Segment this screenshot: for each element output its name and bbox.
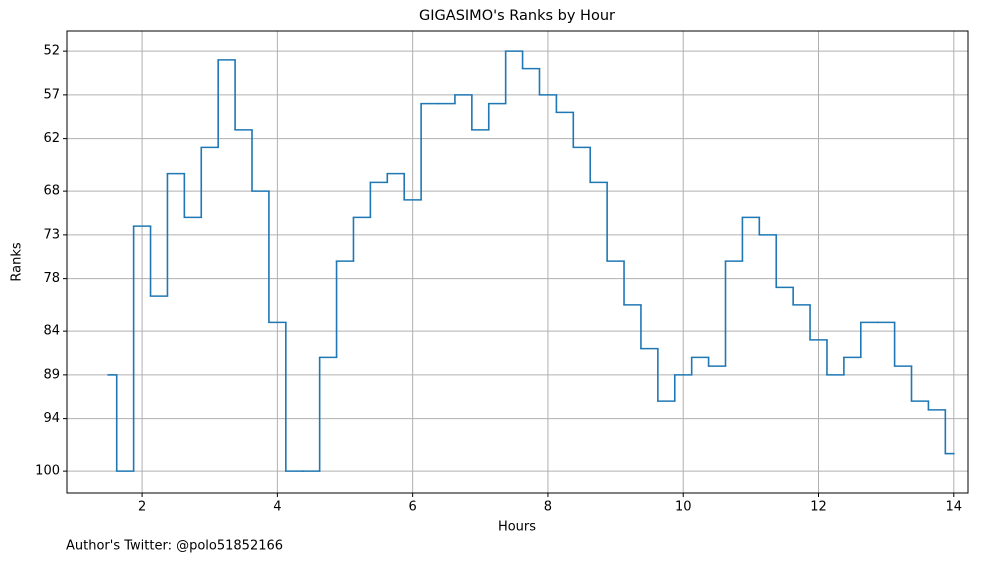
y-tick-label: 94	[43, 411, 60, 426]
x-tick-label: 4	[273, 500, 281, 515]
y-tick-label: 100	[35, 464, 60, 479]
footnote: Author's Twitter: @polo51852166	[66, 539, 283, 554]
plot	[107, 50, 955, 472]
x-tick-label: 10	[675, 500, 692, 515]
y-tick-label: 89	[43, 367, 60, 382]
x-tick-label: 12	[810, 500, 827, 515]
y-axis-label: Ranks	[10, 242, 25, 281]
y-tick-label: 57	[43, 87, 60, 102]
y-tick-label: 52	[43, 44, 60, 59]
x-axis-label: Hours	[498, 520, 536, 535]
chart-title: GIGASIMO's Ranks by Hour	[419, 8, 615, 24]
grid	[67, 31, 968, 493]
y-tick-label: 84	[43, 324, 60, 339]
y-tick-label: 68	[43, 184, 60, 199]
x-tick-label: 2	[138, 500, 146, 515]
y-tick-label: 73	[43, 227, 60, 242]
y-tick-label: 78	[43, 271, 60, 286]
y-tick-label: 62	[43, 131, 60, 146]
x-tick-label: 6	[409, 500, 417, 515]
x-tick-label: 8	[544, 500, 552, 515]
x-tick-label: 14	[946, 500, 963, 515]
axes-frame	[66, 30, 969, 494]
